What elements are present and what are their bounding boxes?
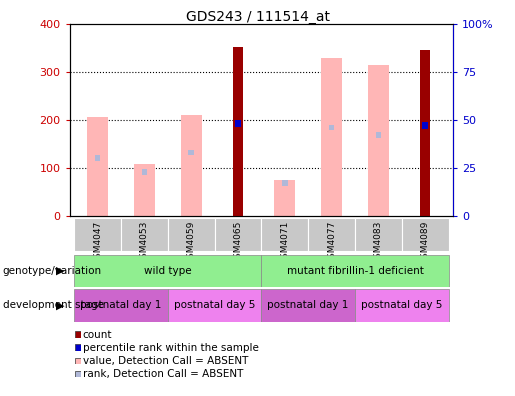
Bar <box>375 132 381 138</box>
Text: GSM4053: GSM4053 <box>140 221 149 264</box>
Bar <box>308 218 355 251</box>
Text: rank, Detection Call = ABSENT: rank, Detection Call = ABSENT <box>82 369 243 379</box>
Bar <box>422 122 428 129</box>
Text: postnatal day 5: postnatal day 5 <box>174 300 255 310</box>
Text: GSM4059: GSM4059 <box>186 221 196 264</box>
Text: value, Detection Call = ABSENT: value, Detection Call = ABSENT <box>82 356 248 366</box>
Text: ▶: ▶ <box>56 300 64 310</box>
Text: GSM4083: GSM4083 <box>374 221 383 264</box>
Text: postnatal day 5: postnatal day 5 <box>361 300 442 310</box>
Text: wild type: wild type <box>144 266 192 276</box>
Text: GDS243 / 111514_at: GDS243 / 111514_at <box>185 10 330 24</box>
Text: count: count <box>82 329 112 340</box>
Text: GSM4077: GSM4077 <box>327 221 336 264</box>
Bar <box>95 155 100 161</box>
Bar <box>368 65 389 216</box>
Text: GSM4089: GSM4089 <box>421 221 430 264</box>
Bar <box>274 180 295 216</box>
Bar <box>74 289 168 322</box>
Bar <box>142 169 147 175</box>
Text: GSM4071: GSM4071 <box>280 221 289 264</box>
Text: GSM4047: GSM4047 <box>93 221 102 264</box>
Bar <box>420 50 430 216</box>
Bar <box>321 58 342 216</box>
Text: postnatal day 1: postnatal day 1 <box>80 300 162 310</box>
Bar <box>261 289 355 322</box>
Bar <box>215 218 261 251</box>
Bar <box>261 218 308 251</box>
Bar <box>87 117 108 216</box>
Bar <box>188 150 194 155</box>
Text: mutant fibrillin-1 deficient: mutant fibrillin-1 deficient <box>286 266 423 276</box>
Bar <box>168 289 261 322</box>
Bar <box>74 218 121 251</box>
Bar <box>355 218 402 251</box>
Text: ▶: ▶ <box>56 266 64 276</box>
Bar <box>402 218 449 251</box>
Bar <box>235 120 241 127</box>
Bar <box>233 47 243 216</box>
Text: GSM4065: GSM4065 <box>233 221 243 264</box>
Text: percentile rank within the sample: percentile rank within the sample <box>82 343 259 353</box>
Bar <box>329 125 334 130</box>
Bar <box>74 255 261 287</box>
Bar <box>168 218 215 251</box>
Bar <box>355 289 449 322</box>
Text: genotype/variation: genotype/variation <box>3 266 101 276</box>
Bar <box>121 218 168 251</box>
Bar <box>282 180 287 186</box>
Bar <box>181 115 202 216</box>
Bar <box>261 255 449 287</box>
Text: postnatal day 1: postnatal day 1 <box>267 300 349 310</box>
Text: development stage: development stage <box>3 300 104 310</box>
Bar <box>134 164 155 216</box>
